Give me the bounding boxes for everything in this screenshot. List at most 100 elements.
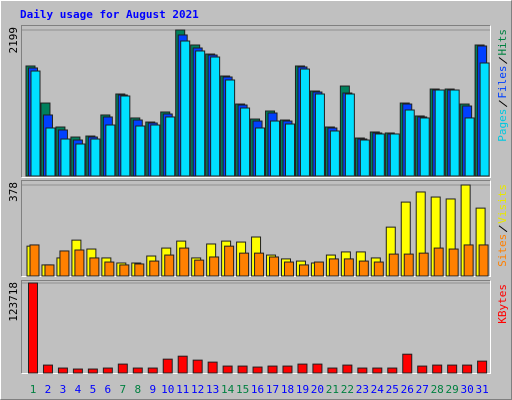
x-tick-label: 10: [161, 383, 174, 396]
bar: [343, 258, 354, 277]
bar: [284, 123, 295, 177]
bar: [60, 138, 71, 177]
bar: [374, 133, 385, 177]
bar: [449, 89, 460, 177]
legend-separator: [498, 100, 508, 108]
bar: [389, 133, 400, 177]
bar: [434, 89, 445, 177]
x-tick-label: 5: [90, 383, 97, 396]
x-tick-label: 1: [30, 383, 37, 396]
bar: [44, 264, 55, 277]
bar: [358, 260, 369, 277]
panel-border-dark: [21, 25, 491, 178]
legend-label: Sites: [496, 234, 509, 267]
x-tick-label: 9: [149, 383, 156, 396]
bar: [147, 367, 158, 374]
bar: [387, 367, 398, 374]
bar: [402, 353, 413, 374]
bar: [135, 125, 146, 177]
bar: [90, 138, 101, 177]
x-tick-label: 12: [191, 383, 204, 396]
x-tick-label: 20: [311, 383, 324, 396]
bar: [59, 250, 70, 277]
x-tick-label: 16: [251, 383, 264, 396]
bar: [119, 264, 130, 277]
bar: [372, 367, 383, 374]
bar: [419, 117, 430, 177]
legend-label: Files: [496, 66, 509, 99]
bar: [165, 116, 176, 177]
panel-border-dark: [21, 280, 491, 374]
x-tick-label: 23: [356, 383, 369, 396]
legend-label: KBytes: [496, 284, 509, 324]
bar: [120, 95, 131, 177]
bar: [357, 367, 368, 374]
x-tick-label: 3: [60, 383, 67, 396]
bar: [269, 256, 280, 277]
bar: [105, 124, 116, 177]
bar: [252, 366, 263, 374]
x-tick-label: 17: [266, 383, 279, 396]
bar: [117, 363, 128, 374]
bar: [207, 361, 218, 374]
x-tick-label: 18: [281, 383, 294, 396]
x-tick-label: 31: [475, 383, 488, 396]
bar: [327, 367, 338, 374]
bar: [270, 120, 281, 177]
x-tick-label: 21: [326, 383, 339, 396]
bar: [225, 79, 236, 177]
bar: [462, 364, 473, 374]
bar: [104, 261, 115, 277]
x-tick-label: 6: [105, 383, 112, 396]
bar: [209, 256, 220, 277]
x-tick-label: 28: [431, 383, 444, 396]
bar: [45, 127, 56, 177]
bar: [298, 264, 309, 277]
x-tick-label: 8: [134, 383, 141, 396]
bar: [224, 245, 235, 277]
panel-border-light: [21, 180, 491, 277]
bar: [314, 93, 325, 177]
y-tick-label: 123718: [7, 282, 20, 322]
bar: [74, 249, 85, 277]
legend-label: Visits: [496, 184, 509, 224]
x-tick-label: 22: [341, 383, 354, 396]
bar: [72, 368, 83, 374]
chart-title: Daily usage for August 2021: [20, 8, 199, 21]
bar: [240, 107, 251, 177]
panel-border-light: [21, 280, 491, 374]
bar: [477, 360, 488, 374]
bar: [254, 252, 265, 277]
y-tick-label: 378: [7, 182, 20, 202]
legend-separator: [498, 57, 508, 64]
bar: [297, 363, 308, 374]
bar: [267, 365, 278, 374]
bar: [162, 358, 173, 374]
bar: [344, 93, 355, 177]
panel-border-dark: [21, 180, 491, 277]
bar: [164, 254, 175, 277]
y-tick-label: 2199: [7, 27, 20, 54]
bar: [283, 261, 294, 277]
bar: [210, 56, 221, 177]
x-tick-label: 14: [221, 383, 235, 396]
x-tick-label: 11: [176, 383, 189, 396]
bar: [448, 248, 459, 277]
bar: [195, 50, 206, 177]
bar: [359, 139, 370, 177]
x-tick-label: 2: [45, 383, 52, 396]
bar: [479, 62, 490, 177]
bar: [342, 364, 353, 374]
bar: [150, 124, 161, 177]
x-tick-label: 25: [386, 383, 399, 396]
bar: [373, 261, 384, 277]
bar: [313, 261, 324, 277]
bar: [75, 143, 86, 177]
bar: [388, 253, 399, 277]
legend-label: Pages: [496, 109, 509, 142]
bar: [299, 68, 310, 177]
panel: [21, 280, 491, 374]
